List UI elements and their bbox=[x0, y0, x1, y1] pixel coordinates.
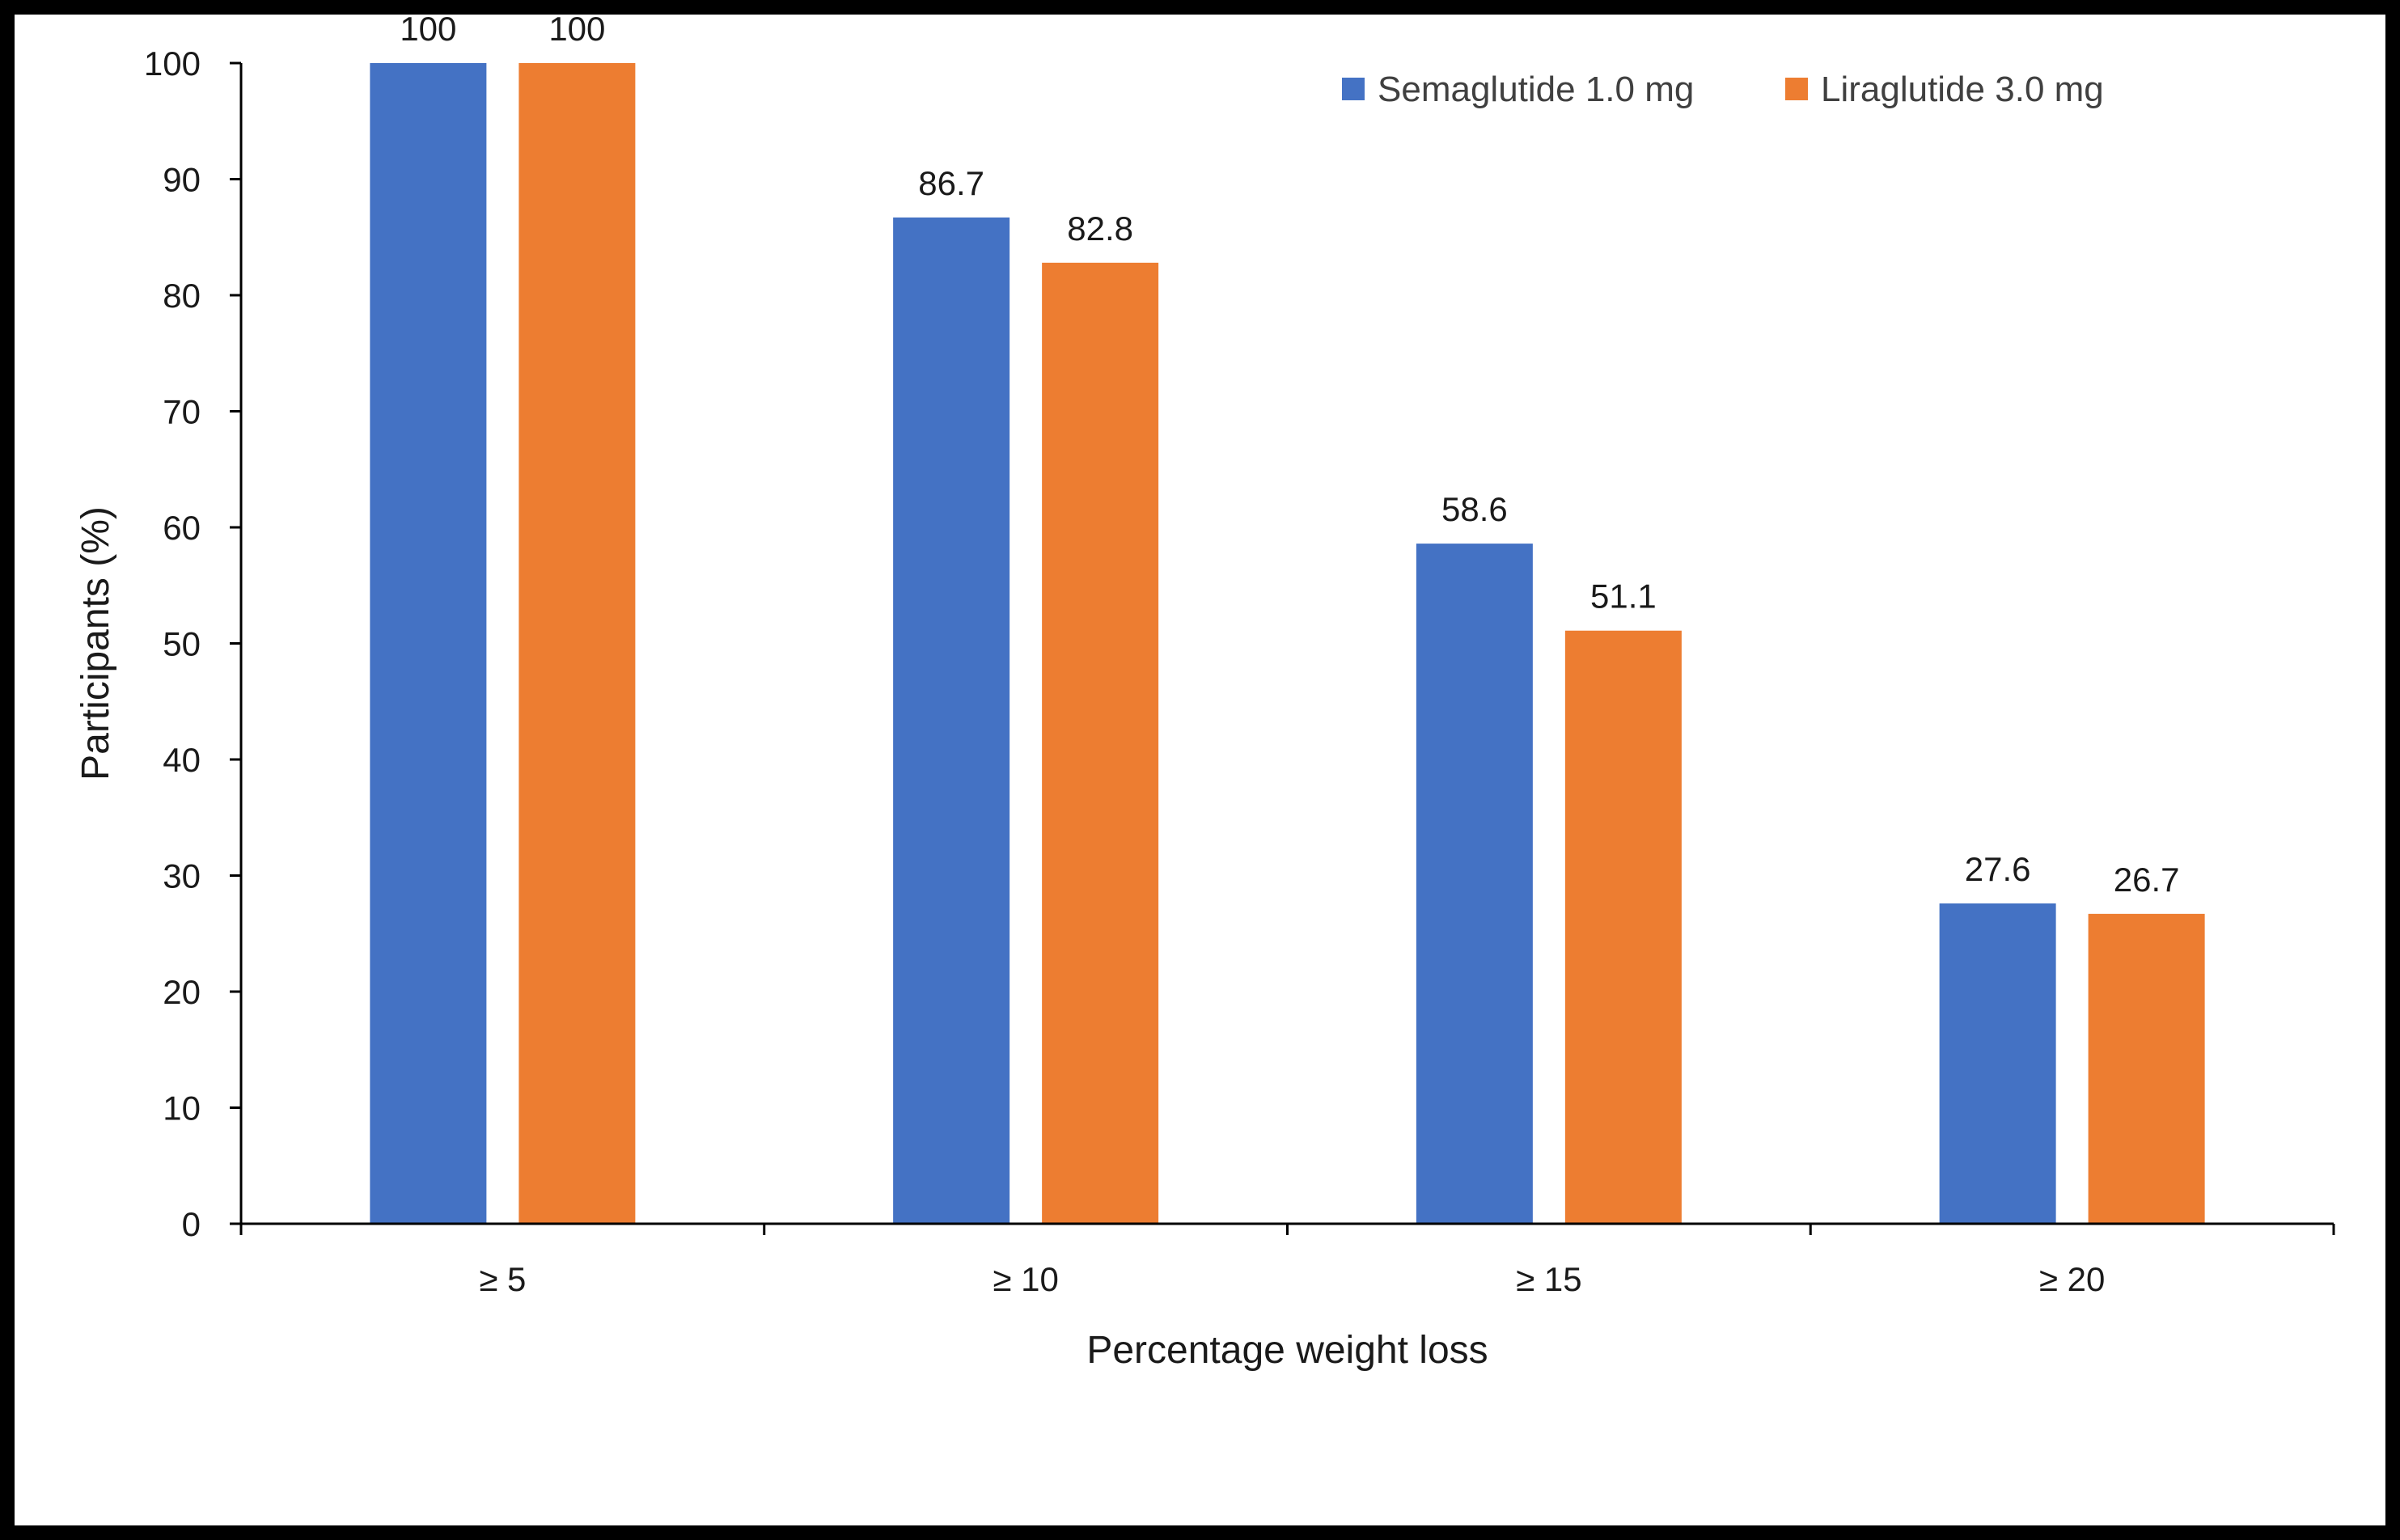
data-labels: 100 100 86.7 82.8 58.6 51.1 27.6 26.7 bbox=[400, 10, 2179, 899]
y-tick-label: 50 bbox=[163, 625, 201, 663]
data-label: 100 bbox=[400, 10, 456, 48]
x-category-label: ≥ 20 bbox=[2039, 1260, 2105, 1298]
y-axis-ticks: 0 10 20 30 40 50 60 70 80 90 100 bbox=[144, 44, 241, 1243]
data-label: 86.7 bbox=[918, 164, 984, 202]
data-label: 58.6 bbox=[1441, 490, 1508, 528]
bars bbox=[370, 63, 2205, 1225]
y-tick-label: 60 bbox=[163, 509, 201, 547]
bar-semaglutide bbox=[370, 63, 487, 1224]
x-axis-ticks bbox=[239, 1224, 2335, 1235]
x-category-label: ≥ 10 bbox=[993, 1260, 1058, 1298]
bar-semaglutide bbox=[893, 217, 1010, 1225]
bar-semaglutide bbox=[1939, 903, 2056, 1224]
bar-semaglutide bbox=[1416, 544, 1533, 1224]
x-category-label: ≥ 15 bbox=[1516, 1260, 1581, 1298]
x-axis-title: Percentage weight loss bbox=[1086, 1329, 1488, 1372]
legend: Semaglutide 1.0 mg Liraglutide 3.0 mg bbox=[1342, 70, 2104, 109]
x-category-label: ≥ 5 bbox=[479, 1260, 526, 1298]
y-tick-label: 10 bbox=[163, 1089, 201, 1128]
bar-liraglutide bbox=[519, 63, 636, 1224]
legend-label-liraglutide: Liraglutide 3.0 mg bbox=[1821, 70, 2104, 109]
data-label: 51.1 bbox=[1590, 578, 1657, 616]
legend-swatch-liraglutide bbox=[1785, 78, 1808, 100]
bar-liraglutide bbox=[1564, 630, 1682, 1224]
y-tick-label: 100 bbox=[144, 44, 201, 82]
y-tick-label: 80 bbox=[163, 277, 201, 315]
data-label: 100 bbox=[548, 10, 605, 48]
legend-label-semaglutide: Semaglutide 1.0 mg bbox=[1378, 70, 1694, 109]
bar-liraglutide bbox=[2088, 913, 2205, 1224]
legend-swatch-semaglutide bbox=[1342, 78, 1365, 100]
x-axis-category-labels: ≥ 5 ≥ 10 ≥ 15 ≥ 20 bbox=[479, 1260, 2105, 1298]
y-axis-title: Participants (%) bbox=[74, 506, 117, 781]
y-tick-label: 90 bbox=[163, 161, 201, 199]
y-tick-label: 30 bbox=[163, 857, 201, 895]
data-label: 27.6 bbox=[1965, 850, 2031, 888]
bar-liraglutide bbox=[1042, 262, 1159, 1224]
y-tick-label: 0 bbox=[182, 1205, 201, 1243]
y-tick-label: 20 bbox=[163, 973, 201, 1011]
data-label: 26.7 bbox=[2114, 861, 2180, 899]
y-tick-label: 70 bbox=[163, 393, 201, 431]
y-tick-label: 40 bbox=[163, 741, 201, 779]
data-label: 82.8 bbox=[1067, 209, 1133, 248]
